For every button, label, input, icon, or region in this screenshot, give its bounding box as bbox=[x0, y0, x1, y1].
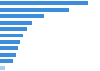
Bar bbox=[0, 47, 18, 50]
Bar bbox=[0, 34, 23, 37]
Bar bbox=[0, 27, 27, 31]
Bar bbox=[0, 40, 20, 44]
Bar bbox=[0, 53, 16, 57]
Bar bbox=[0, 1, 88, 5]
Bar bbox=[0, 8, 69, 12]
Bar bbox=[0, 59, 12, 63]
Bar bbox=[0, 21, 32, 24]
Bar bbox=[0, 14, 44, 18]
Bar bbox=[0, 66, 5, 70]
